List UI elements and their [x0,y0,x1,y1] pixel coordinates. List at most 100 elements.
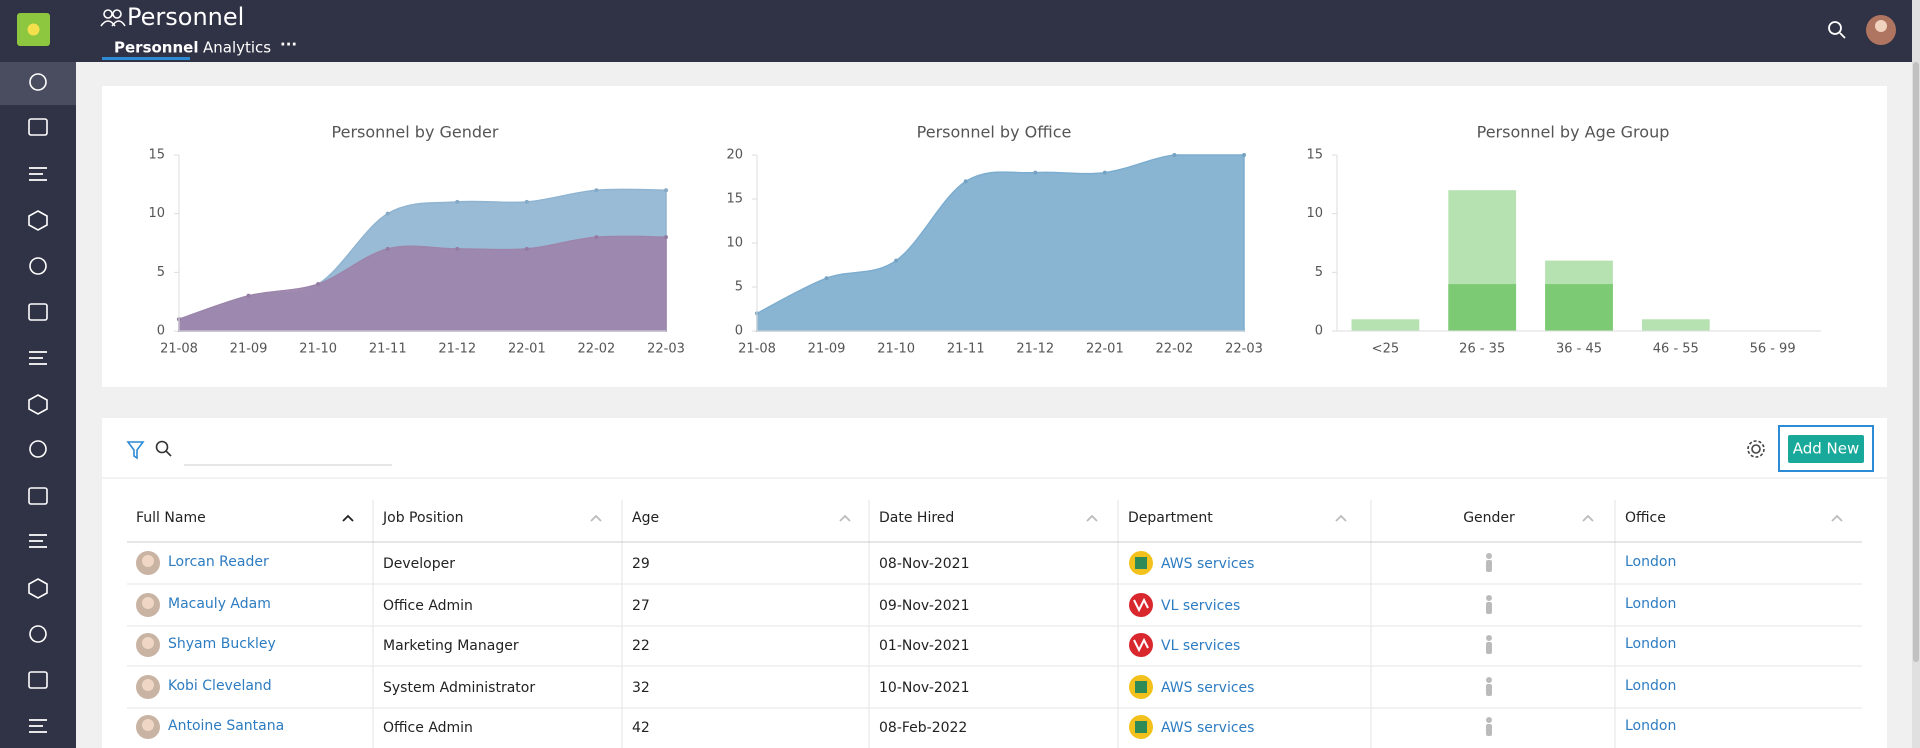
point [246,293,251,298]
department-link[interactable]: VL services [1161,638,1240,654]
gender-icon-body [1486,560,1492,572]
tab[interactable]: Analytics [203,39,271,57]
add-new-button[interactable] [1788,435,1864,463]
nav-icon[interactable] [29,440,47,458]
point [594,188,599,193]
nav-icon[interactable] [28,210,48,231]
department-link[interactable]: AWS services [1161,680,1254,696]
name-link[interactable]: Lorcan Reader [168,554,269,570]
name-link[interactable]: Shyam Buckley [168,636,276,652]
name-link[interactable]: Kobi Cleveland [168,678,272,694]
column-header[interactable]: Job Position [382,510,464,526]
sort-arrow[interactable] [1831,514,1843,522]
nav-icon[interactable] [28,303,48,321]
column-header[interactable]: Age [632,510,659,526]
name-link[interactable]: Antoine Santana [168,718,284,734]
y-tick-label: 10 [726,236,743,251]
department-link[interactable]: AWS services [1161,720,1254,736]
office-link[interactable]: London [1625,678,1676,694]
date-hired: 09-Nov-2021 [879,598,970,614]
nav-icon[interactable] [28,394,48,415]
sort-arrow[interactable] [1335,514,1347,522]
name-link[interactable]: Macauly Adam [168,596,271,612]
date-hired: 08-Feb-2022 [879,720,967,736]
office-link[interactable]: London [1625,636,1676,652]
point [824,276,829,281]
more-tab[interactable]: ··· [280,36,297,54]
gender-icon-head [1486,717,1492,723]
department-link[interactable]: VL services [1161,598,1240,614]
job-position: Developer [383,556,455,572]
nav-icon[interactable] [29,167,47,181]
office-link[interactable]: London [1625,596,1676,612]
nav-icon[interactable] [29,257,47,275]
sort-arrow[interactable] [839,514,851,522]
nav-icon[interactable] [29,719,47,733]
job-position: Office Admin [383,720,473,736]
age: 42 [632,720,650,736]
nav-icon[interactable] [29,625,47,643]
sidebar [0,0,76,748]
table-panel [102,418,1887,748]
chart-title: Personnel by Age Group [1477,123,1670,142]
logo-sun [27,23,40,36]
point [963,179,968,184]
search-icon[interactable] [1828,21,1846,39]
y-tick-label: 10 [148,206,165,221]
column-header[interactable]: Gender [1463,510,1515,526]
filter-icon[interactable] [126,441,145,460]
sort-arrow[interactable] [1582,514,1594,522]
department-link[interactable]: AWS services [1161,556,1254,572]
y-tick-label: 15 [1306,148,1323,163]
tab[interactable]: Personnel [114,39,198,57]
scrollbar-thumb[interactable] [1913,62,1919,662]
nav-icon[interactable] [29,534,47,548]
settings-icon[interactable] [1747,440,1765,458]
point [524,246,529,251]
office-link[interactable]: London [1625,718,1676,734]
x-tick-label: 22-01 [508,342,546,357]
point [1172,153,1177,157]
date-hired: 01-Nov-2021 [879,638,970,654]
x-tick-label: 21-08 [738,342,776,357]
column-header[interactable]: Office [1625,510,1666,526]
bar [1351,319,1420,331]
sort-arrow[interactable] [590,514,602,522]
point [1102,170,1107,175]
x-tick-label: 21-09 [230,342,268,357]
sort-arrow[interactable] [1086,514,1098,522]
nav-icon[interactable] [28,487,48,505]
y-tick-label: 15 [148,148,165,163]
sort-arrow[interactable] [342,514,354,522]
point [664,235,668,240]
job-position: Marketing Manager [383,638,519,654]
column-header[interactable]: Full Name [136,510,206,526]
add-new-label[interactable]: Add New [1793,440,1860,458]
avatar-face [142,555,154,567]
top-bar [0,0,1920,62]
point [1242,153,1246,157]
avatar-face [142,679,154,691]
point [664,188,668,193]
nav-icon[interactable] [29,73,47,91]
nav-icon[interactable] [29,351,47,365]
office-link[interactable]: London [1625,554,1676,570]
column-header[interactable]: Department [1128,510,1213,526]
nav-icon[interactable] [28,118,48,136]
x-tick-label: 21-11 [369,342,407,357]
sidebar-active [0,62,76,105]
y-tick-label: 10 [1306,206,1323,221]
avatar-face [142,637,154,649]
point [455,199,460,204]
x-tick-label: 21-08 [160,342,198,357]
point [385,246,390,251]
nav-icon[interactable] [28,578,48,599]
point [1033,170,1038,175]
point [455,246,460,251]
nav-icon[interactable] [28,671,48,689]
department-icon-inner [1135,681,1147,693]
table-search-icon[interactable] [155,440,172,457]
column-header[interactable]: Date Hired [879,510,954,526]
department-icon-inner [1135,557,1147,569]
age: 29 [632,556,650,572]
